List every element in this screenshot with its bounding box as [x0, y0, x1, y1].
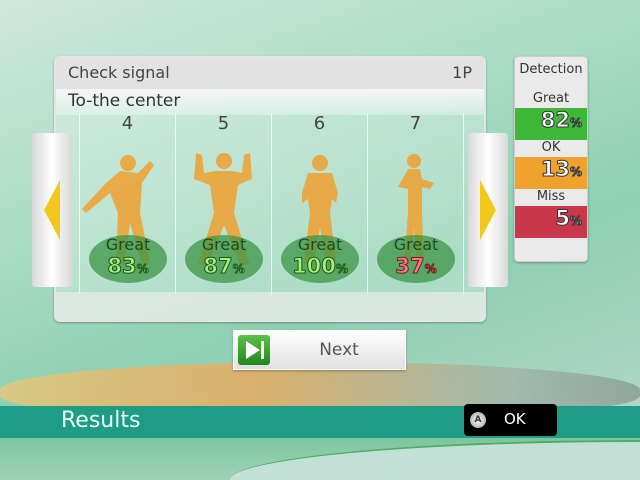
- player-label: 1P: [452, 63, 472, 82]
- score-oval: [185, 235, 263, 283]
- panel-subtitle: To-the center: [56, 89, 484, 115]
- move-percent: 83%: [107, 254, 149, 279]
- results-title: Results: [61, 408, 141, 433]
- detection-panel: Detection Great 82% OK 13% Miss 5%: [514, 56, 588, 262]
- move-percent: 87%: [203, 254, 245, 279]
- panel-header: Check signal 1P: [56, 58, 484, 89]
- skip-forward-icon: [238, 335, 270, 365]
- ok-button[interactable]: A OK: [464, 404, 557, 436]
- arrow-right-icon: [480, 180, 496, 240]
- detection-label: OK: [541, 140, 561, 155]
- detection-value: 13%: [515, 157, 587, 189]
- move-column: 4 Great 83%: [79, 113, 175, 293]
- detection-items: Great 82% OK 13% Miss 5%: [515, 91, 587, 238]
- detection-value: 5%: [515, 206, 587, 238]
- move-column: 7 Great 37%: [367, 113, 463, 293]
- move-percent: 100%: [292, 254, 349, 279]
- move-grade: Great: [297, 235, 343, 254]
- ok-label: OK: [504, 410, 526, 428]
- move-number: 6: [313, 113, 326, 134]
- score-oval: [377, 235, 455, 283]
- previous-arrow-button[interactable]: [32, 133, 72, 287]
- a-button-icon: A: [470, 412, 486, 428]
- column-divider: [463, 113, 464, 293]
- detection-label: Great: [532, 91, 570, 106]
- score-oval: [89, 235, 167, 283]
- arrow-left-icon: [44, 180, 60, 240]
- panel-title: Check signal: [68, 63, 170, 82]
- move-grade: Great: [105, 235, 151, 254]
- move-number: 5: [217, 113, 230, 134]
- detection-title: Detection: [519, 62, 583, 77]
- move-number: 7: [409, 113, 422, 134]
- score-oval: [281, 235, 359, 283]
- next-arrow-button[interactable]: [468, 133, 508, 287]
- move-grade: Great: [393, 235, 439, 254]
- next-label: Next: [319, 340, 359, 360]
- move-column: 5 Great 87%: [175, 113, 271, 293]
- detection-label: Miss: [536, 189, 566, 204]
- move-column: 6 Great 100%: [271, 113, 367, 293]
- next-button[interactable]: Next: [233, 330, 406, 370]
- move-number: 4: [121, 113, 134, 134]
- panel-footer: [56, 292, 484, 320]
- detection-value: 82%: [515, 108, 587, 140]
- move-percent: 37%: [395, 254, 437, 279]
- move-grade: Great: [201, 235, 247, 254]
